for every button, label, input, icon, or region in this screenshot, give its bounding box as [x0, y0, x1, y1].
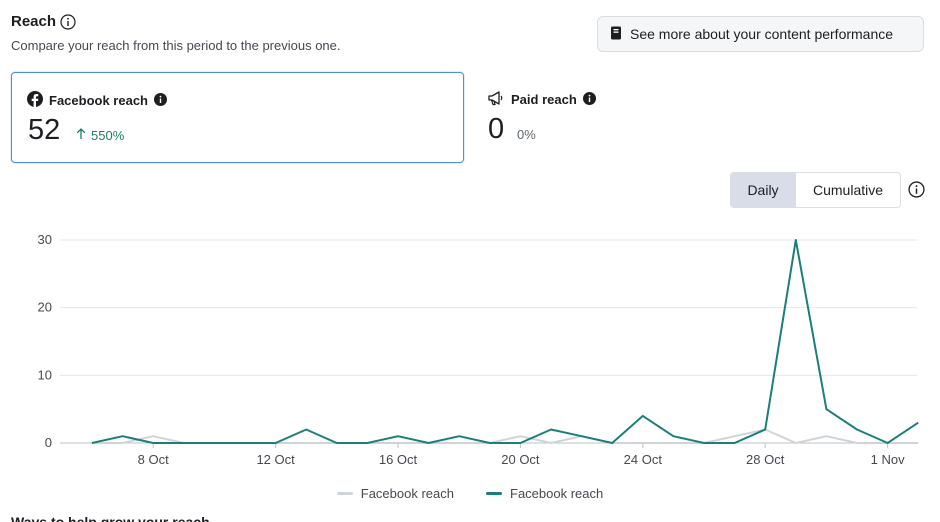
- x-tick-label: 8 Oct: [138, 452, 169, 467]
- y-tick-label: 20: [38, 300, 52, 315]
- facebook-logo-icon: [27, 91, 43, 110]
- section-title: Ways to help grow your reach: [11, 514, 210, 522]
- cumulative-toggle-button[interactable]: Cumulative: [795, 173, 900, 207]
- legend-swatch: [486, 492, 502, 495]
- page-title: Reach: [11, 13, 57, 30]
- x-tick-label: 28 Oct: [746, 452, 785, 467]
- legend-label: Facebook reach: [510, 486, 604, 501]
- view-toggle: Daily Cumulative: [730, 172, 901, 208]
- info-icon[interactable]: [60, 13, 76, 30]
- x-tick-label: 16 Oct: [379, 452, 418, 467]
- reach-line-chart: 0 10 20 30 8 Oct 12 Oct 16 Oct 20 Oct 24 Oct 28 O…: [38, 232, 919, 467]
- paid-reach-change-value: 0%: [517, 127, 536, 142]
- facebook-reach-label-row: Facebook reach: [27, 91, 167, 110]
- paid-reach-card[interactable]: Paid reach 0 0%: [476, 72, 776, 163]
- paid-reach-value: 0: [488, 113, 505, 145]
- content-performance-button[interactable]: See more about your content performance: [597, 16, 924, 52]
- megaphone-icon: [487, 90, 505, 109]
- notebook-icon: [610, 26, 622, 43]
- y-tick-label: 30: [38, 232, 52, 247]
- arrow-up-icon: [76, 128, 86, 143]
- page-subtitle: Compare your reach from this period to t…: [11, 38, 341, 53]
- y-tick-label: 0: [45, 435, 52, 450]
- info-filled-icon[interactable]: [582, 91, 596, 108]
- paid-reach-label: Paid reach: [511, 92, 577, 107]
- previous-period-line: [92, 428, 919, 444]
- info-icon[interactable]: [908, 181, 925, 203]
- facebook-reach-card[interactable]: Facebook reach 52 550%: [11, 72, 464, 163]
- daily-toggle-button[interactable]: Daily: [731, 173, 795, 207]
- x-tick-label: 24 Oct: [624, 452, 663, 467]
- info-filled-icon[interactable]: [154, 92, 167, 109]
- x-tick-label: 12 Oct: [256, 452, 295, 467]
- facebook-reach-change: 550%: [76, 128, 124, 143]
- paid-reach-change: 0%: [517, 127, 536, 142]
- facebook-reach-change-value: 550%: [91, 128, 125, 143]
- legend-item[interactable]: Facebook reach: [336, 486, 454, 501]
- legend-label: Facebook reach: [360, 486, 454, 501]
- paid-reach-label-row: Paid reach: [487, 90, 596, 109]
- x-tick-label: 20 Oct: [501, 452, 540, 467]
- facebook-reach-label: Facebook reach: [49, 93, 148, 108]
- facebook-reach-value: 52: [28, 114, 61, 146]
- reach-header: Reach: [11, 13, 76, 30]
- legend-swatch: [336, 492, 353, 495]
- x-tick-label: 1 Nov: [871, 452, 905, 467]
- y-tick-label: 10: [38, 367, 52, 382]
- content-performance-label: See more about your content performance: [630, 26, 894, 42]
- legend-item[interactable]: Facebook reach: [486, 486, 603, 501]
- facebook-reach-line: [91, 239, 919, 444]
- chart-legend: Facebook reach Facebook reach: [0, 486, 940, 501]
